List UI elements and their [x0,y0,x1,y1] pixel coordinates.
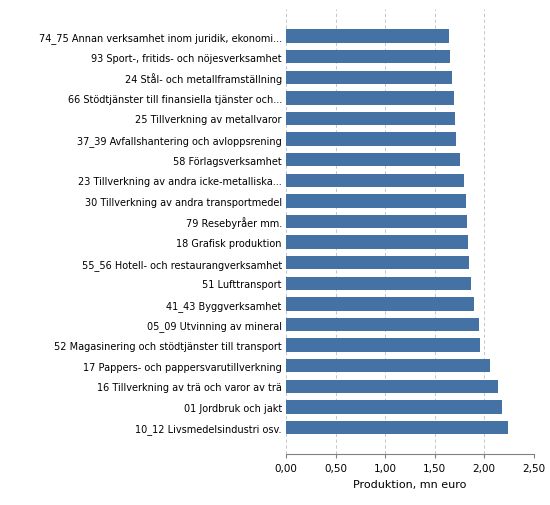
Bar [286,51,450,64]
Bar [286,257,469,270]
Bar [286,380,498,393]
Bar [286,195,466,208]
Bar [286,92,454,106]
Bar [286,71,452,85]
Bar [286,215,467,229]
Bar [286,174,464,187]
Bar [286,113,455,126]
Bar [286,236,468,249]
Bar [286,277,471,290]
Bar [286,359,490,373]
Bar [286,133,456,146]
Bar [286,421,508,434]
Bar [286,297,474,311]
Bar [286,30,449,43]
Bar [286,318,479,331]
Bar [286,339,480,352]
Bar [286,400,502,414]
Bar [286,154,460,167]
X-axis label: Produktion, mn euro: Produktion, mn euro [353,479,466,489]
